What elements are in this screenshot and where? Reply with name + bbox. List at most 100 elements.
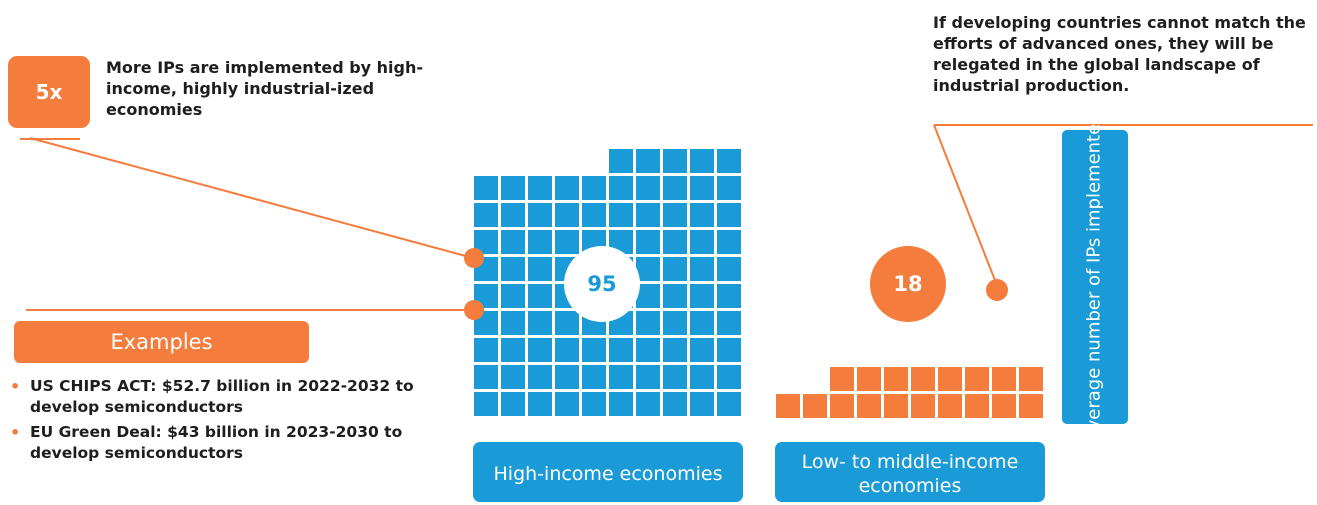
example-text-eu-green-deal: EU Green Deal: $43 billion in 2023-2030 … (30, 423, 403, 462)
waffle-square-low (776, 394, 800, 418)
bullet-icon: • (10, 377, 21, 396)
waffle-square-high (636, 365, 660, 389)
waffle-square-high (690, 338, 714, 362)
waffle-square-high (663, 392, 687, 416)
waffle-square-high (501, 203, 525, 227)
y-axis-label-box: Average number of IPs implemented (1062, 112, 1128, 442)
category-label-high-income: High-income economies (473, 442, 743, 502)
waffle-square-high (636, 392, 660, 416)
examples-list: • US CHIPS ACT: $52.7 billion in 2022-203… (10, 376, 450, 468)
waffle-square-high (690, 257, 714, 281)
connector-line-5x (29, 137, 474, 259)
waffle-square-high (636, 257, 660, 281)
waffle-square-low (830, 394, 854, 418)
waffle-square-high (717, 365, 741, 389)
waffle-square-high (690, 284, 714, 308)
waffle-square-high (663, 149, 687, 173)
waffle-square-high (717, 311, 741, 335)
waffle-square-high (717, 257, 741, 281)
waffle-square-high (609, 149, 633, 173)
developing-countries-note: If developing countries cannot match the… (933, 13, 1306, 95)
waffle-square-high (609, 392, 633, 416)
connector-dot-5x (464, 248, 484, 268)
waffle-square-high (582, 338, 606, 362)
waffle-square-low (911, 394, 935, 418)
waffle-square-high (582, 365, 606, 389)
waffle-square-high (717, 338, 741, 362)
waffle-square-high (636, 338, 660, 362)
waffle-square-high (474, 338, 498, 362)
waffle-square-low (938, 394, 962, 418)
connector-line-developing-pointer (933, 124, 999, 289)
waffle-square-high (609, 365, 633, 389)
waffle-square-high (528, 230, 552, 254)
waffle-square-high (474, 203, 498, 227)
waffle-square-low (884, 394, 908, 418)
waffle-square-high (636, 203, 660, 227)
waffle-square-high (690, 176, 714, 200)
waffle-square-high (690, 230, 714, 254)
waffle-square-high (528, 365, 552, 389)
waffle-square-high (663, 257, 687, 281)
waffle-square-high (582, 176, 606, 200)
waffle-square-high (663, 338, 687, 362)
waffle-square-high (501, 176, 525, 200)
waffle-square-high (555, 311, 579, 335)
waffle-square-high (474, 176, 498, 200)
waffle-square-high (528, 257, 552, 281)
waffle-square-high (663, 230, 687, 254)
connector-dot-developing (986, 279, 1008, 301)
waffle-square-high (636, 149, 660, 173)
waffle-square-low (857, 367, 881, 391)
waffle-square-high (555, 230, 579, 254)
waffle-square-high (501, 257, 525, 281)
waffle-square-high (501, 338, 525, 362)
waffle-square-high (717, 230, 741, 254)
waffle-square-high (636, 284, 660, 308)
waffle-square-high (663, 284, 687, 308)
waffle-square-low (803, 394, 827, 418)
example-text-us-chips: US CHIPS ACT: $52.7 billion in 2022-2032… (30, 377, 414, 416)
list-item: • EU Green Deal: $43 billion in 2023-2030… (10, 422, 450, 464)
waffle-square-high (690, 149, 714, 173)
waffle-square-high (555, 392, 579, 416)
connector-dot-examples (464, 300, 484, 320)
waffle-square-high (663, 176, 687, 200)
waffle-square-high (717, 284, 741, 308)
waffle-square-high (528, 203, 552, 227)
waffle-square-high (609, 203, 633, 227)
waffle-square-high (501, 230, 525, 254)
waffle-square-high (474, 392, 498, 416)
waffle-square-high (663, 365, 687, 389)
waffle-square-high (528, 311, 552, 335)
waffle-square-high (528, 392, 552, 416)
waffle-square-high (528, 338, 552, 362)
waffle-square-high (717, 203, 741, 227)
connector-dots (464, 248, 1008, 320)
waffle-square-low (911, 367, 935, 391)
waffle-square-high (501, 392, 525, 416)
five-x-note: More IPs are implemented by high-income,… (106, 58, 424, 119)
value-label-high-income: 95 (564, 246, 640, 322)
category-label-low-income: Low- to middle-income economies (775, 442, 1045, 502)
waffle-square-high (555, 365, 579, 389)
waffle-square-high (663, 203, 687, 227)
waffle-square-high (690, 311, 714, 335)
waffle-square-low (992, 367, 1016, 391)
waffle-square-high (528, 284, 552, 308)
value-label-low-income: 18 (870, 246, 946, 322)
waffle-square-low (1019, 367, 1043, 391)
waffle-square-low (884, 367, 908, 391)
waffle-square-high (663, 311, 687, 335)
waffle-square-high (636, 176, 660, 200)
waffle-square-high (582, 203, 606, 227)
waffle-square-low (857, 394, 881, 418)
waffle-square-high (636, 230, 660, 254)
waffle-square-low (938, 367, 962, 391)
examples-heading-text: Examples (110, 330, 213, 354)
waffle-square-high (690, 365, 714, 389)
waffle-square-high (717, 176, 741, 200)
waffle-square-high (555, 176, 579, 200)
connector-lines (26, 124, 1313, 311)
examples-heading: Examples (14, 321, 309, 363)
